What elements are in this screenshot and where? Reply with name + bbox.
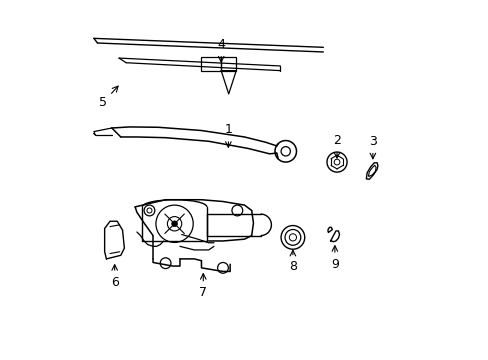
Text: 6: 6 [110,265,119,289]
Text: 2: 2 [332,134,340,158]
Text: 5: 5 [99,86,118,109]
Text: 8: 8 [288,250,296,273]
Bar [201,57,221,71]
Text: 1: 1 [224,123,232,147]
Bar [221,57,235,71]
Text: 3: 3 [368,135,376,159]
Text: 4: 4 [217,38,224,62]
Text: 7: 7 [199,274,207,300]
Circle shape [171,221,177,226]
Text: 9: 9 [330,246,338,271]
